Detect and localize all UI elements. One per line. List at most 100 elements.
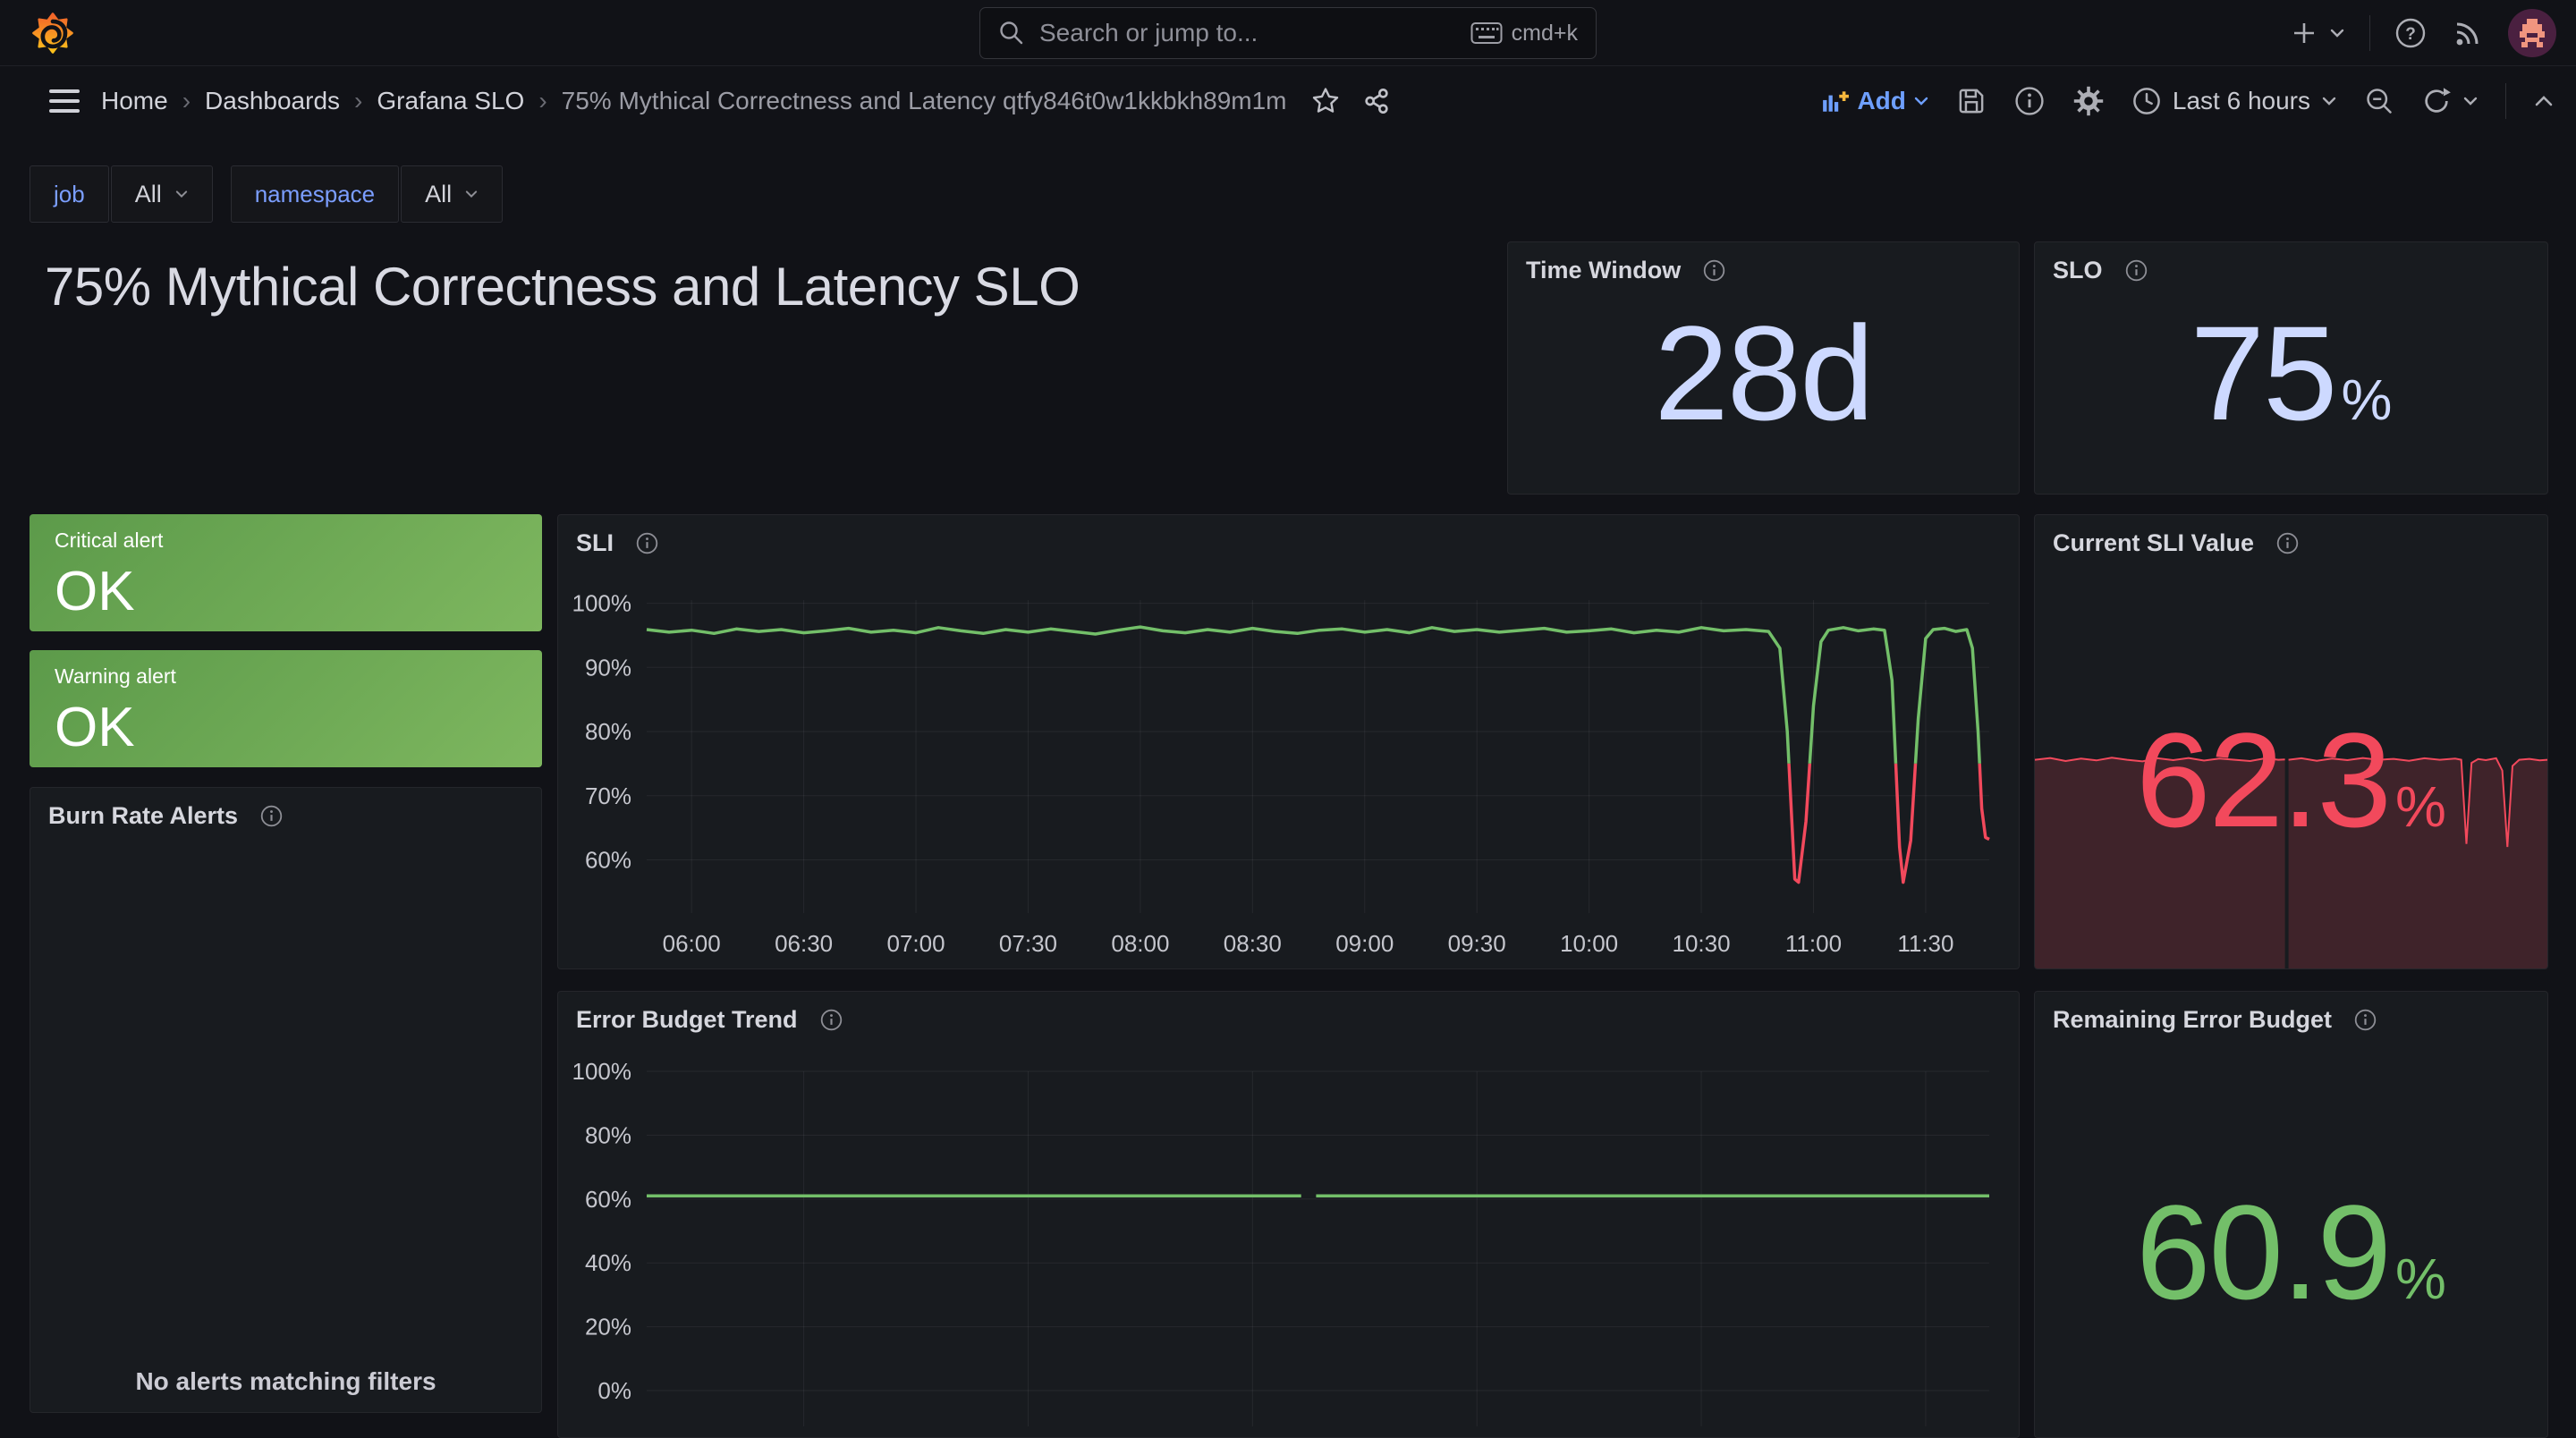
svg-text:09:00: 09:00 <box>1335 930 1394 957</box>
svg-text:100%: 100% <box>572 590 632 617</box>
zoom-out-button[interactable] <box>2364 86 2394 116</box>
time-range-picker[interactable]: Last 6 hours <box>2131 86 2337 116</box>
variable-value-namespace: All <box>425 181 452 208</box>
slo-value: 75 <box>2190 296 2336 451</box>
svg-text:06:30: 06:30 <box>775 930 833 957</box>
chevron-down-icon <box>2328 27 2346 39</box>
current-sli-value: 62.3 <box>2136 703 2390 858</box>
variable-value-job: All <box>135 181 162 208</box>
panel-title: Time Window <box>1526 257 1681 284</box>
critical-alert-label: Critical alert <box>55 529 517 553</box>
error-budget-trend-chart[interactable]: 100%80%60%40%20%0% <box>558 992 2019 1437</box>
refresh-button[interactable] <box>2421 86 2479 116</box>
info-icon[interactable] <box>1702 258 1726 283</box>
panel-remaining-error-budget: Remaining Error Budget 60.9 % <box>2034 991 2548 1438</box>
search-shortcut: cmd+k <box>1512 21 1578 47</box>
info-icon[interactable] <box>2275 531 2300 555</box>
info-icon[interactable] <box>635 531 659 555</box>
profile-avatar[interactable] <box>2508 9 2556 57</box>
svg-text:10:00: 10:00 <box>1560 930 1618 957</box>
panel-title: SLI <box>576 529 614 557</box>
panel-sli: SLI 06:0006:3007:0007:3008:0008:3009:000… <box>557 514 2020 969</box>
panel-error-budget-trend: Error Budget Trend 100%80%60%40%20%0% <box>557 991 2020 1438</box>
clock-icon <box>2131 86 2162 116</box>
keyboard-icon <box>1470 21 1503 45</box>
breadcrumb-dashboards[interactable]: Dashboards <box>205 87 340 115</box>
chevron-down-icon <box>464 189 479 199</box>
star-icon <box>1310 86 1341 116</box>
share-button[interactable] <box>1362 87 1391 115</box>
time-range-label: Last 6 hours <box>2173 87 2310 115</box>
divider <box>2505 83 2506 119</box>
remaining-error-budget-suffix: % <box>2395 1246 2446 1312</box>
menu-button[interactable] <box>49 85 89 117</box>
time-window-value: 28d <box>1654 296 1872 451</box>
share-icon <box>1362 87 1391 115</box>
info-icon[interactable] <box>259 804 284 828</box>
breadcrumb: Home › Dashboards › Grafana SLO › 75% My… <box>101 86 1391 116</box>
svg-text:60%: 60% <box>585 1186 631 1213</box>
variable-label-namespace: namespace <box>231 165 399 223</box>
favorite-button[interactable] <box>1310 86 1341 116</box>
panel-time-window: Time Window 28d <box>1507 241 2020 495</box>
add-button-label: Add <box>1857 87 1905 115</box>
panel-warning-alert: Warning alert OK <box>30 650 542 767</box>
info-icon[interactable] <box>2124 258 2148 283</box>
save-dashboard-button[interactable] <box>1956 86 1987 116</box>
svg-text:60%: 60% <box>585 846 631 873</box>
panel-title: SLO <box>2053 257 2103 284</box>
svg-text:80%: 80% <box>585 1121 631 1148</box>
svg-text:20%: 20% <box>585 1314 631 1341</box>
news-button[interactable] <box>2451 16 2485 50</box>
info-icon[interactable] <box>2353 1008 2377 1032</box>
svg-text:08:30: 08:30 <box>1224 930 1282 957</box>
grafana-logo[interactable] <box>29 9 77 57</box>
variable-select-namespace[interactable]: All <box>401 165 503 223</box>
search-icon <box>998 20 1025 47</box>
chevron-down-icon <box>1913 95 1929 107</box>
panel-current-sli: Current SLI Value 62.3 % <box>2034 514 2548 969</box>
breadcrumb-folder[interactable]: Grafana SLO <box>377 87 524 115</box>
remaining-error-budget-value: 60.9 <box>2136 1175 2390 1330</box>
info-icon[interactable] <box>819 1008 843 1032</box>
dashboard-settings-button[interactable] <box>2072 85 2105 117</box>
divider <box>2369 15 2370 51</box>
sli-timeseries-chart[interactable]: 06:0006:3007:0007:3008:0008:3009:0009:30… <box>558 515 2019 969</box>
breadcrumb-separator: › <box>182 87 191 115</box>
svg-text:06:00: 06:00 <box>663 930 721 957</box>
svg-text:?: ? <box>2405 25 2416 44</box>
panel-title: Burn Rate Alerts <box>48 802 238 830</box>
dashboard-insights-button[interactable] <box>2013 85 2046 117</box>
slo-suffix: % <box>2341 367 2392 433</box>
search-input[interactable]: Search or jump to... cmd+k <box>979 7 1597 59</box>
svg-text:11:30: 11:30 <box>1897 930 1953 957</box>
breadcrumb-current: 75% Mythical Correctness and Latency qtf… <box>562 87 1287 115</box>
plus-icon <box>2289 18 2319 48</box>
svg-text:0%: 0% <box>597 1377 631 1404</box>
svg-text:09:30: 09:30 <box>1448 930 1506 957</box>
critical-alert-status: OK <box>55 560 517 623</box>
add-button[interactable]: Add <box>1821 87 1928 115</box>
breadcrumb-separator: › <box>354 87 362 115</box>
chevron-down-icon <box>174 189 189 199</box>
save-icon <box>1956 86 1987 116</box>
no-alerts-message: No alerts matching filters <box>30 1367 541 1396</box>
rss-icon <box>2451 16 2485 50</box>
avatar <box>2508 9 2556 57</box>
svg-text:08:00: 08:00 <box>1111 930 1169 957</box>
collapse-toolbar-button[interactable] <box>2533 93 2555 109</box>
svg-text:100%: 100% <box>572 1058 632 1085</box>
new-button[interactable] <box>2289 18 2346 48</box>
svg-text:80%: 80% <box>585 718 631 745</box>
refresh-icon <box>2421 86 2452 116</box>
svg-text:70%: 70% <box>585 782 631 809</box>
info-circle-icon <box>2013 85 2046 117</box>
help-button[interactable]: ? <box>2394 16 2428 50</box>
variable-select-job[interactable]: All <box>111 165 213 223</box>
variable-label-job: job <box>30 165 109 223</box>
breadcrumb-home[interactable]: Home <box>101 87 168 115</box>
panel-slo: SLO 75 % <box>2034 241 2548 495</box>
current-sli-suffix: % <box>2395 774 2446 840</box>
svg-text:11:00: 11:00 <box>1785 930 1842 957</box>
chevron-down-icon <box>2321 95 2337 107</box>
